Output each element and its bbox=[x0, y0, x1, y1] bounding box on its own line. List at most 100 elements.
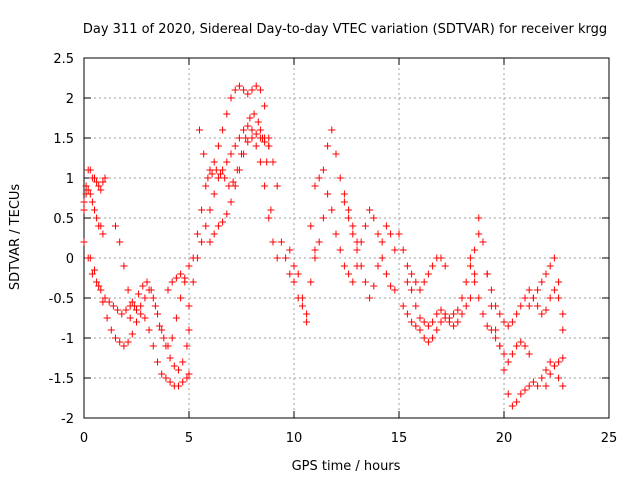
data-point bbox=[529, 294, 537, 302]
data-point bbox=[149, 294, 157, 302]
data-point bbox=[97, 186, 105, 194]
data-point bbox=[99, 298, 107, 306]
data-point bbox=[143, 278, 151, 286]
data-point bbox=[261, 182, 269, 190]
data-point bbox=[433, 310, 441, 318]
data-point bbox=[206, 238, 214, 246]
data-point bbox=[128, 298, 136, 306]
data-point bbox=[450, 310, 458, 318]
data-point bbox=[542, 382, 550, 390]
data-point bbox=[80, 206, 88, 214]
data-point bbox=[219, 166, 227, 174]
data-point bbox=[135, 290, 143, 298]
data-point bbox=[408, 270, 416, 278]
series-arc-3 bbox=[80, 238, 134, 318]
data-point bbox=[450, 322, 458, 330]
data-point bbox=[378, 238, 386, 246]
data-point bbox=[198, 206, 206, 214]
data-point bbox=[179, 358, 187, 366]
data-point bbox=[99, 230, 107, 238]
data-point bbox=[542, 366, 550, 374]
data-point bbox=[559, 310, 567, 318]
data-point bbox=[97, 222, 105, 230]
data-point bbox=[332, 150, 340, 158]
data-point bbox=[387, 230, 395, 238]
data-point bbox=[345, 214, 353, 222]
data-point bbox=[261, 102, 269, 110]
data-point bbox=[175, 366, 182, 374]
data-point bbox=[382, 222, 390, 230]
data-point bbox=[158, 370, 166, 378]
data-point bbox=[95, 282, 103, 290]
data-point bbox=[525, 350, 533, 358]
series-arc-2 bbox=[80, 186, 107, 238]
data-point bbox=[324, 142, 332, 150]
data-point bbox=[120, 342, 128, 350]
data-point bbox=[93, 214, 101, 222]
data-point bbox=[521, 294, 529, 302]
data-point bbox=[349, 222, 357, 230]
data-point bbox=[445, 314, 453, 322]
data-point bbox=[101, 294, 109, 302]
data-point bbox=[227, 198, 235, 206]
data-point bbox=[340, 262, 348, 270]
data-point bbox=[412, 278, 420, 286]
data-point bbox=[91, 174, 98, 182]
data-point bbox=[550, 362, 558, 370]
data-point bbox=[277, 238, 285, 246]
data-point bbox=[256, 126, 264, 134]
data-point bbox=[219, 126, 227, 134]
x-tick-label: 10 bbox=[286, 431, 303, 446]
data-point bbox=[538, 278, 546, 286]
data-point bbox=[84, 186, 92, 194]
data-point bbox=[166, 378, 174, 386]
data-point bbox=[303, 318, 311, 326]
data-point bbox=[412, 302, 420, 310]
data-point bbox=[391, 246, 399, 254]
data-point bbox=[240, 150, 248, 158]
data-point bbox=[214, 222, 222, 230]
data-point bbox=[492, 334, 500, 342]
data-point bbox=[133, 318, 140, 326]
data-point bbox=[107, 326, 115, 334]
data-point bbox=[244, 90, 252, 98]
data-point bbox=[254, 118, 262, 126]
data-point bbox=[162, 374, 170, 382]
data-point bbox=[93, 178, 101, 186]
data-point bbox=[231, 142, 239, 150]
data-point bbox=[286, 270, 294, 278]
data-point bbox=[168, 278, 176, 286]
data-point bbox=[420, 278, 428, 286]
data-point bbox=[101, 174, 109, 182]
data-point bbox=[466, 294, 474, 302]
data-point bbox=[517, 338, 525, 346]
data-point bbox=[521, 342, 529, 350]
data-point bbox=[332, 230, 340, 238]
data-point bbox=[471, 246, 479, 254]
data-point bbox=[273, 182, 281, 190]
data-point bbox=[504, 322, 512, 330]
data-point bbox=[534, 302, 542, 310]
data-point bbox=[133, 306, 140, 314]
data-point bbox=[508, 402, 516, 410]
x-tick-label: 0 bbox=[80, 431, 88, 446]
data-point bbox=[124, 286, 132, 294]
data-point bbox=[164, 342, 172, 350]
data-point bbox=[517, 390, 525, 398]
axis-ticks: -2 -1.5 -1 -0.5 0 0.5 1 1.5 2 2.5 0 5 10 15 20 25 bbox=[49, 52, 618, 446]
data-point bbox=[500, 366, 508, 374]
data-point bbox=[130, 302, 138, 310]
data-point bbox=[492, 302, 500, 310]
data-point bbox=[252, 82, 260, 90]
data-point bbox=[437, 254, 445, 262]
data-point bbox=[95, 182, 103, 190]
data-point bbox=[250, 110, 258, 118]
data-point bbox=[550, 254, 558, 262]
data-point bbox=[546, 370, 554, 378]
data-point bbox=[513, 342, 521, 350]
data-point bbox=[336, 174, 344, 182]
data-point bbox=[183, 374, 191, 382]
data-point bbox=[223, 210, 231, 218]
data-point bbox=[231, 182, 239, 190]
series-arc-24 bbox=[525, 254, 567, 334]
